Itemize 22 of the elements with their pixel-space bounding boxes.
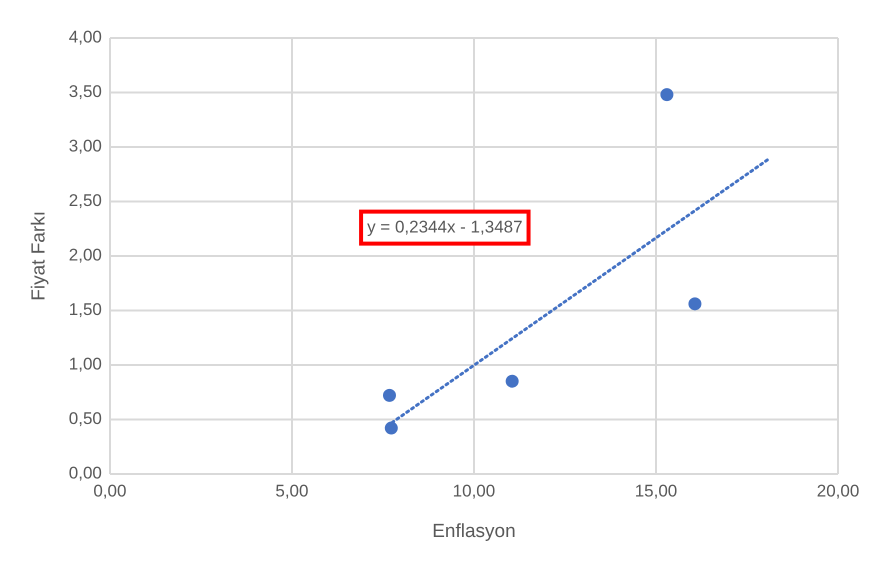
y-tick-label: 4,00 [68, 28, 102, 47]
x-tick-label: 15,00 [634, 482, 678, 501]
point [384, 422, 398, 435]
y-axis-title: Fiyat Farkı [28, 211, 50, 301]
x-tick-label: 5,00 [275, 482, 308, 501]
x-tick-label: 0,00 [93, 482, 126, 501]
x-axis-title: Enflasyon [432, 520, 516, 542]
point [688, 297, 702, 310]
y-tick-label: 2,00 [68, 246, 102, 265]
y-tick-label: 0,50 [68, 409, 102, 428]
x-tick-label: 20,00 [816, 482, 860, 501]
point [506, 374, 519, 388]
point [660, 88, 674, 102]
y-tick-label: 1,00 [68, 354, 102, 374]
y-tick-label: 2,50 [68, 191, 102, 210]
point [382, 388, 396, 402]
y-tick-label: 3,50 [68, 82, 102, 102]
annotation: y = 0,2344x - 1,3487 [367, 217, 523, 236]
y-tick-label: 3,00 [68, 136, 102, 156]
y-tick-label: 1,50 [68, 300, 102, 320]
y-tick-label: 0,00 [68, 463, 102, 482]
x-tick-label: 10,00 [452, 482, 496, 501]
